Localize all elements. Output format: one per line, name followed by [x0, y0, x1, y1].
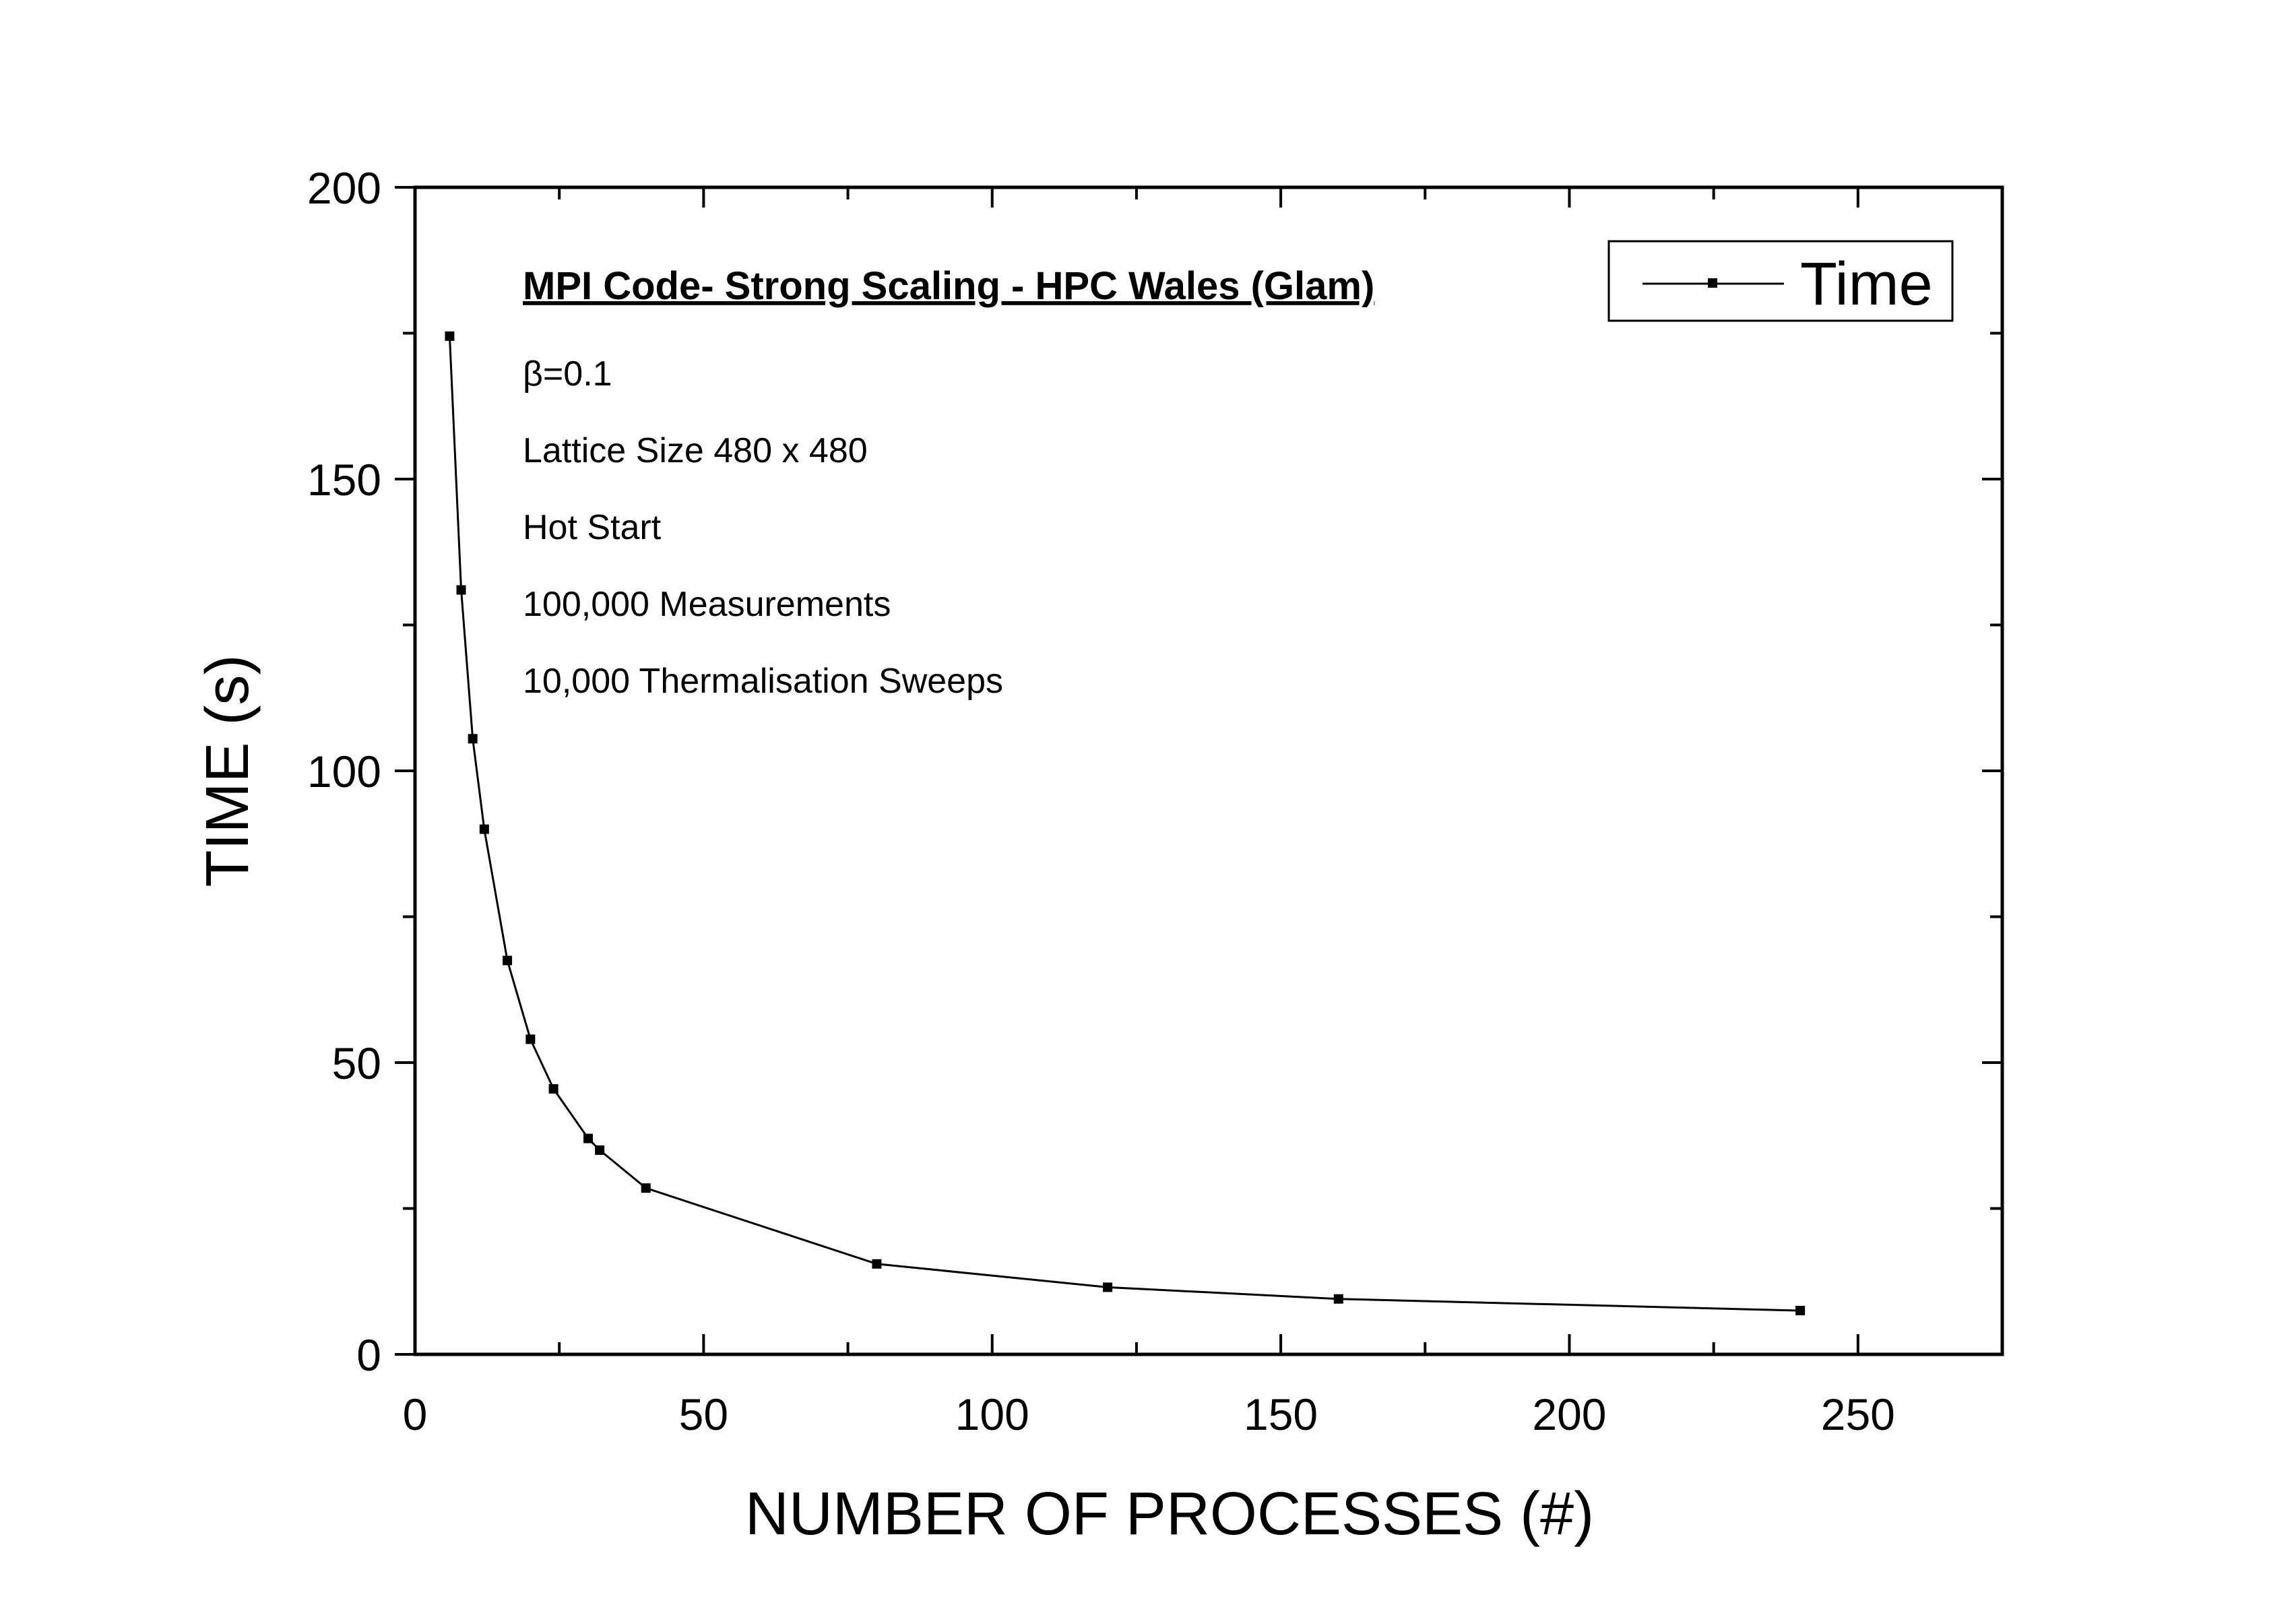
series-line [448, 336, 1801, 1312]
legend-label-time: Time [1800, 251, 1933, 318]
x-tick-label: 250 [1821, 1389, 1895, 1439]
y-tick-label: 50 [332, 1038, 381, 1088]
data-point [503, 955, 513, 966]
data-point [583, 1133, 594, 1143]
y-tick-label: 200 [307, 163, 381, 213]
data-point [872, 1259, 882, 1269]
annotation-title: MPI Code- Strong Scaling - HPC Wales (Gl… [523, 264, 1374, 308]
legend-box [1607, 240, 1954, 322]
annotation-line-beta: β=0.1 [523, 354, 612, 394]
data-point [1333, 1294, 1343, 1304]
y-axis-title: TIME (s) [194, 655, 261, 887]
data-point [641, 1183, 651, 1193]
annotation-line-start: Hot Start [523, 508, 662, 547]
x-tick-label: 0 [403, 1389, 428, 1439]
legend: Time [1607, 240, 1954, 322]
data-point [468, 734, 478, 744]
data-point [525, 1034, 536, 1044]
y-tick-label: 100 [307, 747, 381, 796]
y-tick-label: 0 [356, 1330, 381, 1380]
x-tick-label: 200 [1532, 1389, 1606, 1439]
series-time [445, 331, 1806, 1316]
data-point [456, 585, 466, 595]
data-point [445, 331, 455, 341]
data-point [1103, 1282, 1113, 1292]
data-point [479, 824, 489, 834]
x-tick-label: 50 [679, 1389, 728, 1439]
axis-ticks [395, 186, 2004, 1356]
annotation-line-sweeps: 10,000 Thermalisation Sweeps [523, 662, 1003, 701]
x-tick-label: 100 [955, 1389, 1029, 1439]
annotation-line-lattice: Lattice Size 480 x 480 [523, 431, 868, 470]
plot-frame [413, 185, 2004, 1356]
axis-tick-labels: 0 50 100 150 200 250 0 50 100 150 200 [307, 163, 1895, 1439]
data-point [1795, 1306, 1806, 1316]
legend-marker [1708, 278, 1717, 288]
y-tick-label: 150 [307, 455, 381, 505]
x-axis-title: NUMBER OF PROCESSES (#) [745, 1480, 1594, 1548]
x-tick-label: 150 [1244, 1389, 1318, 1439]
data-point [548, 1083, 559, 1094]
data-point [595, 1145, 605, 1155]
annotation-line-measurements: 100,000 Measurements [523, 585, 891, 624]
